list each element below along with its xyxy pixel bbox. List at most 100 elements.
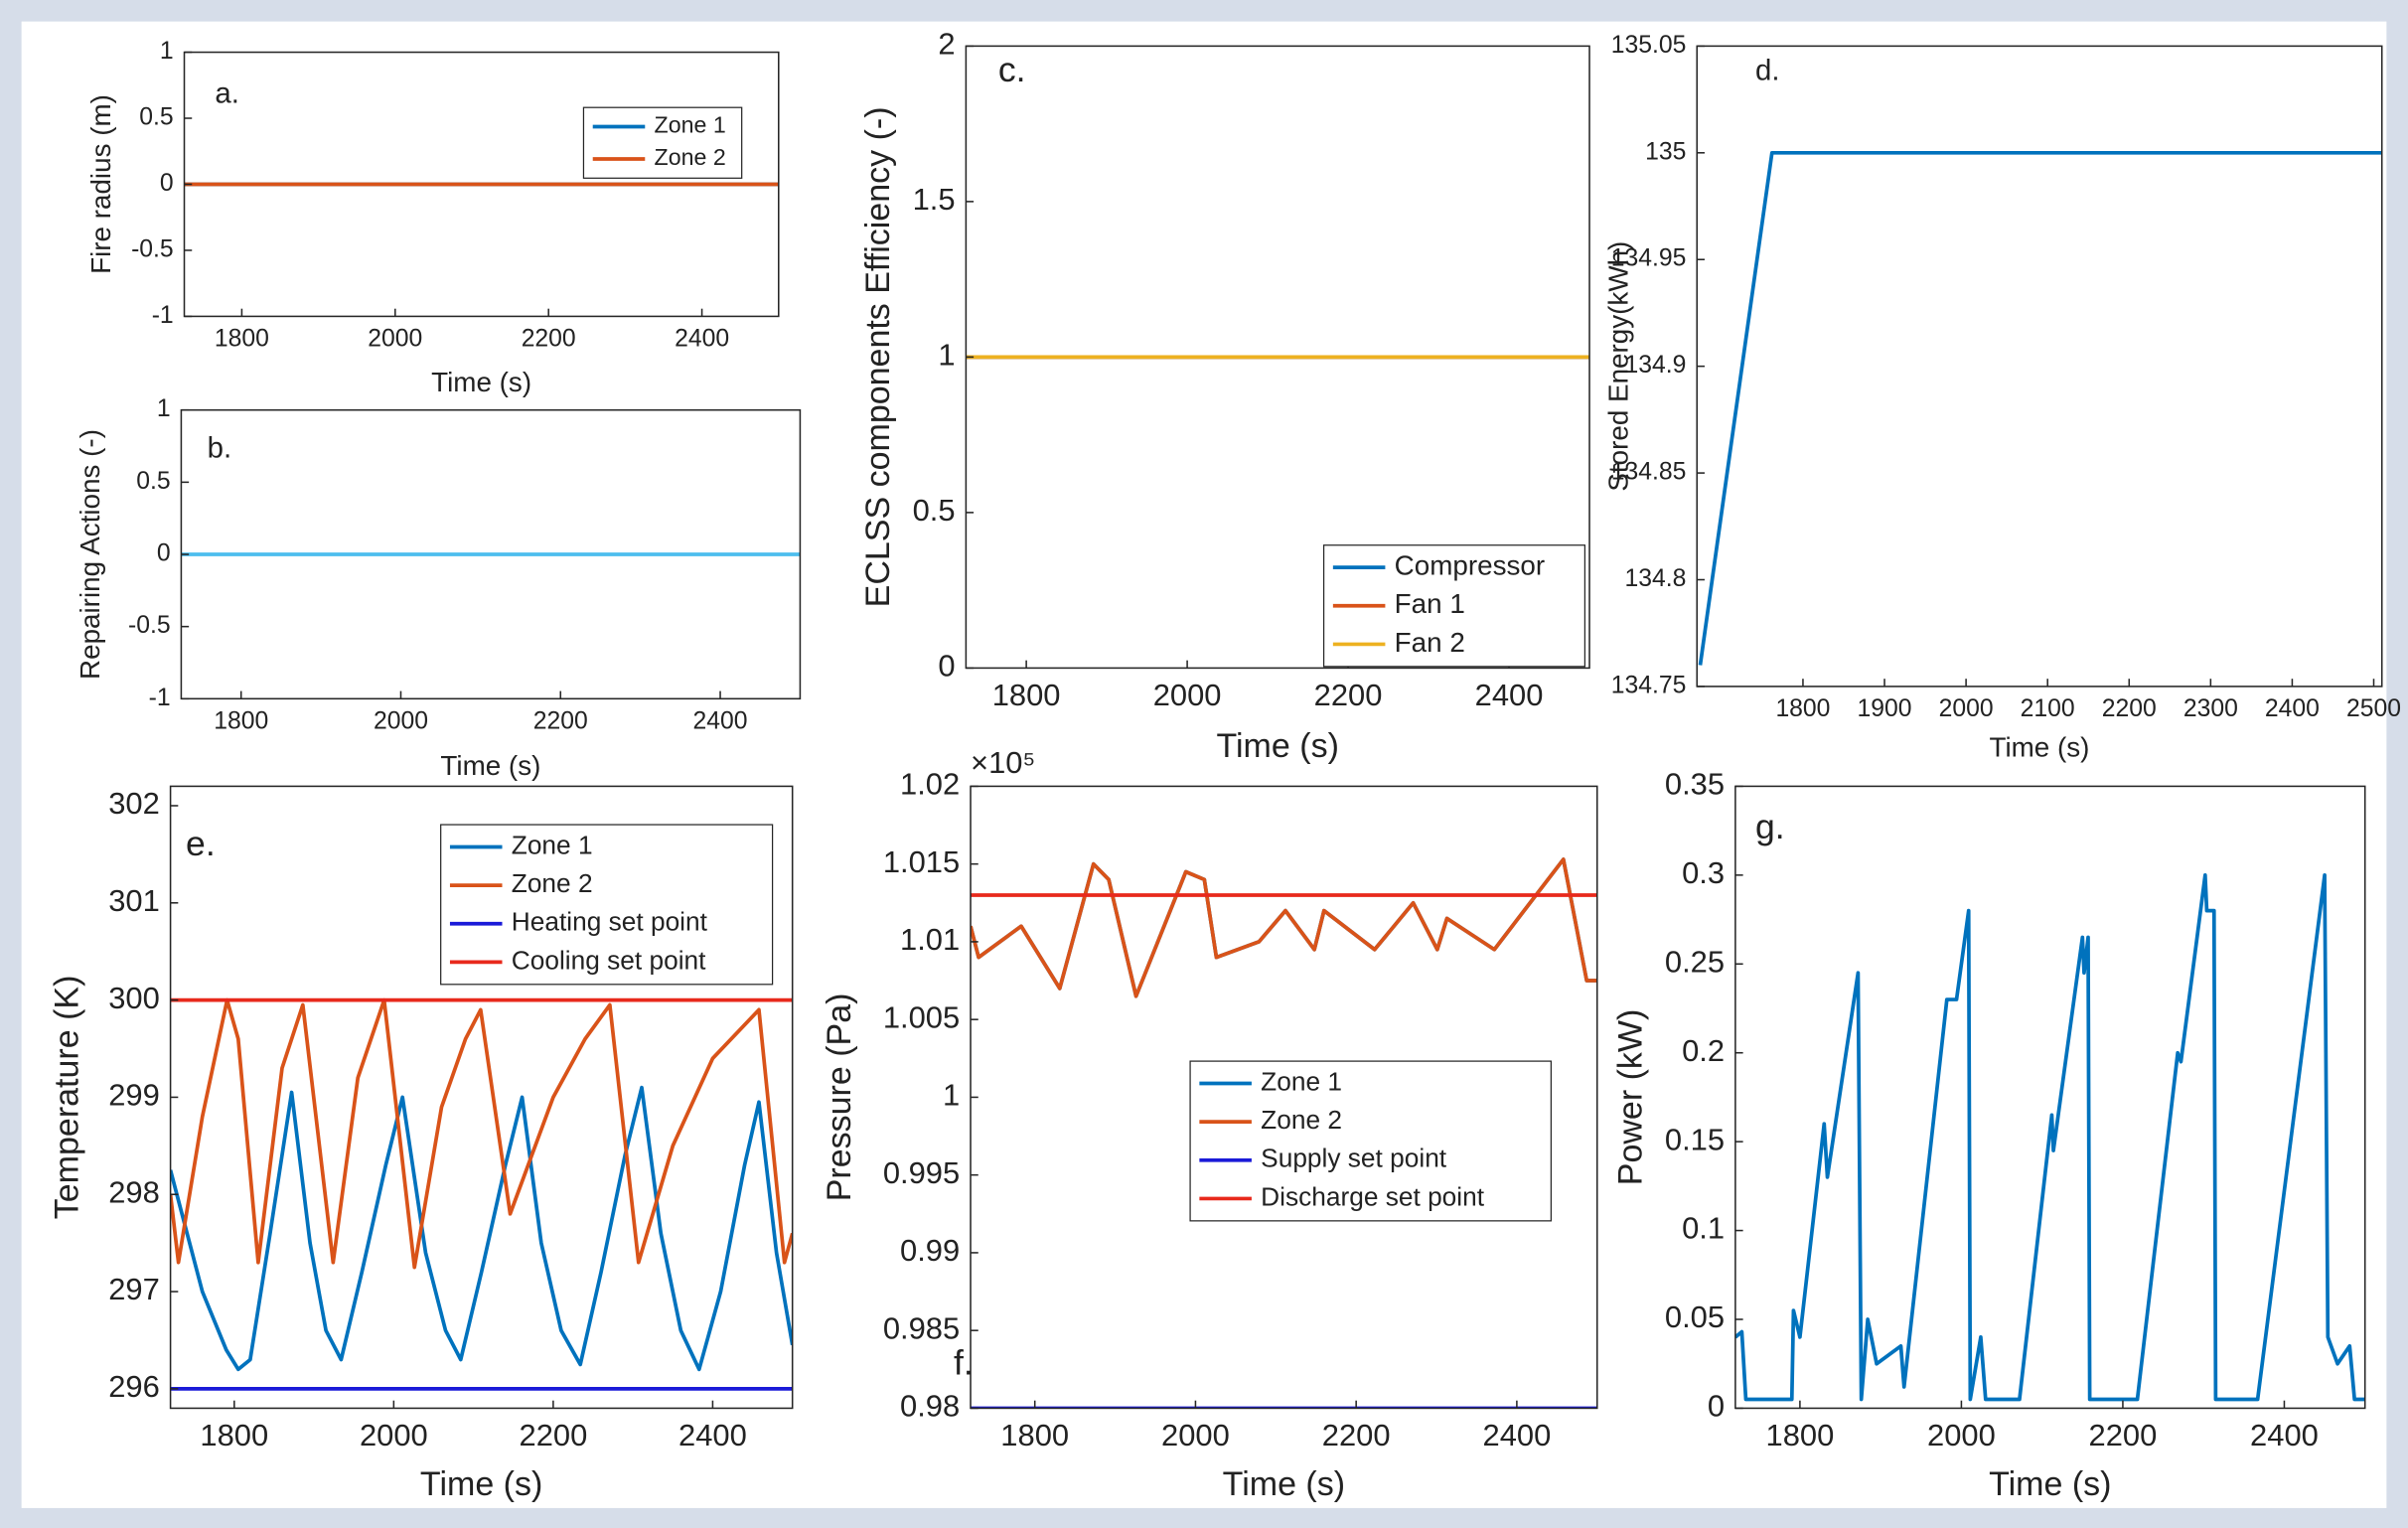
y-tick-label: 135 (1645, 138, 1686, 165)
y-tick-label: 135.05 (1611, 32, 1687, 59)
y-tick-label: 296 (108, 1369, 160, 1404)
x-tick-label: 1800 (1766, 1418, 1835, 1452)
x-axis-label: Time (s) (1990, 732, 2090, 763)
legend-label: Zone 1 (655, 112, 726, 138)
y-tick-label: 134.9 (1625, 352, 1687, 379)
y-tick-label: 1 (943, 1078, 960, 1113)
y-axis-label: Power (kW) (1611, 1009, 1649, 1186)
panel-label: c. (998, 50, 1026, 89)
lines (170, 997, 793, 1391)
plot-area (1734, 786, 2365, 1409)
y-tick-label: 0 (160, 170, 174, 197)
x-tick-label: 2300 (2183, 695, 2238, 722)
legend-box (440, 824, 774, 986)
data-line (971, 857, 1597, 998)
x-tick-label: 2400 (678, 1418, 747, 1452)
x-tick-label: 2400 (2265, 695, 2320, 722)
x-tick-label: 2200 (1314, 678, 1383, 712)
y-tick-label: 297 (108, 1272, 160, 1306)
x-tick-label: 1900 (1858, 695, 1912, 722)
legend: Zone 1 Zone 2 Heating set point Cooling set… (440, 824, 774, 986)
panel: 1800 2000 2200 2400 0.98 0.985 0.99 0.995 1 1.005… (821, 745, 1598, 1503)
y-tick-label: 301 (108, 883, 160, 918)
y-axis-label: Pressure (Pa) (821, 993, 858, 1202)
y-tick-label: 0.5 (913, 493, 956, 528)
x-tick-label: 1800 (215, 325, 269, 352)
panel-label: d. (1755, 54, 1780, 86)
y-tick-label: 0.99 (900, 1233, 960, 1268)
legend-label: Fan 2 (1395, 627, 1465, 658)
x-tick-label: 2400 (1483, 1418, 1552, 1452)
legend-box (582, 106, 743, 179)
y-tick-label: 134.95 (1611, 245, 1687, 272)
legend-label: Zone 2 (655, 144, 726, 170)
x-tick-label: 2200 (1322, 1418, 1391, 1452)
x-axis-label: Time (s) (431, 367, 531, 397)
y-tick-label: 0.05 (1665, 1299, 1725, 1334)
y-axis-label: Stored Energy(kWh) (1602, 241, 1633, 492)
panel: 1800 1900 2000 2100 2200 2300 2400 2500 134.75 13… (1602, 32, 2401, 763)
y-tick-label: 302 (108, 786, 160, 821)
y-tick-label: 2 (938, 27, 955, 62)
legend: Compressor Fan 1 Fan 2 (1322, 544, 1586, 668)
y-tick-label: 1.015 (883, 844, 960, 879)
x-tick-label: 2200 (2089, 1418, 2158, 1452)
y-tick-label: 0.3 (1682, 855, 1725, 890)
y-axis-label: Temperature (K) (49, 976, 86, 1220)
y-multiplier: ×10⁵ (971, 745, 1035, 780)
x-tick-label: 2000 (360, 1418, 428, 1452)
y-tick-label: 298 (108, 1174, 160, 1209)
x-tick-label: 2200 (2102, 695, 2157, 722)
y-tick-label: 0.5 (136, 468, 170, 495)
x-tick-label: 2000 (1939, 695, 1994, 722)
legend-label: Compressor (1395, 549, 1545, 580)
panel: 1800 2000 2200 2400 -1 -0.5 0 0.5 1 a. Time (s) Fir… (85, 38, 780, 397)
legend-label: Zone 1 (512, 830, 593, 859)
y-tick-label: 0.5 (139, 104, 173, 131)
panel-label: b. (208, 432, 232, 465)
y-tick-label: 300 (108, 981, 160, 1015)
x-tick-label: 2400 (2250, 1418, 2319, 1452)
x-tick-label: 1800 (992, 678, 1061, 712)
y-tick-label: 134.75 (1611, 672, 1687, 698)
panel: 1800 2000 2200 2400 0 0.05 0.1 0.15 0.2 0.25 0.3 0.… (1611, 767, 2366, 1503)
y-tick-label: -0.5 (131, 235, 174, 262)
y-tick-label: 0.2 (1682, 1033, 1725, 1068)
axes-box (1734, 785, 2366, 1410)
x-axis-label: Time (s) (1223, 1465, 1345, 1503)
x-axis-label: Time (s) (1217, 727, 1339, 765)
x-tick-label: 2400 (693, 707, 748, 734)
legend-label: Zone 2 (512, 868, 593, 898)
x-tick-label: 2200 (520, 1418, 588, 1452)
x-tick-label: 2500 (2346, 695, 2401, 722)
legend-box (1189, 1060, 1552, 1222)
y-tick-label: 1 (160, 38, 174, 65)
y-tick-label: 1.02 (900, 767, 960, 802)
data-line (1734, 872, 2365, 1402)
x-tick-label: 2200 (533, 707, 588, 734)
y-tick-label: -1 (149, 685, 171, 711)
panel-label: f. (954, 1343, 974, 1383)
panel: 1800 2000 2200 2400 296 297 298 299 300 301 302 e. T… (49, 785, 794, 1503)
x-tick-label: 2000 (1161, 1418, 1230, 1452)
x-tick-label: 2000 (368, 325, 422, 352)
y-tick-label: 134.8 (1625, 565, 1687, 592)
lines (1734, 872, 2365, 1402)
panel-label: e. (186, 824, 216, 863)
data-line (1698, 150, 2382, 666)
legend: Zone 1 Zone 2 Supply set point Discharge se… (1189, 1060, 1552, 1222)
y-tick-label: 0.1 (1682, 1211, 1725, 1246)
x-tick-label: 2000 (1927, 1418, 1996, 1452)
y-axis-label: Fire radius (m) (85, 94, 116, 274)
x-axis-label: Time (s) (1989, 1465, 2111, 1503)
y-tick-label: 0 (157, 540, 171, 567)
y-tick-label: 0.15 (1665, 1122, 1725, 1156)
data-line (170, 1085, 793, 1372)
y-tick-label: 1.005 (883, 999, 960, 1034)
panel: 1800 2000 2200 2400 0 0.5 1 1.5 2 c. Time (s) ECLSS… (859, 27, 1590, 765)
y-tick-label: 134.85 (1611, 459, 1687, 486)
y-axis-label: ECLSS components Efficiency (-) (859, 106, 897, 607)
y-tick-label: 1 (157, 395, 171, 422)
legend-label: Heating set point (512, 907, 708, 937)
